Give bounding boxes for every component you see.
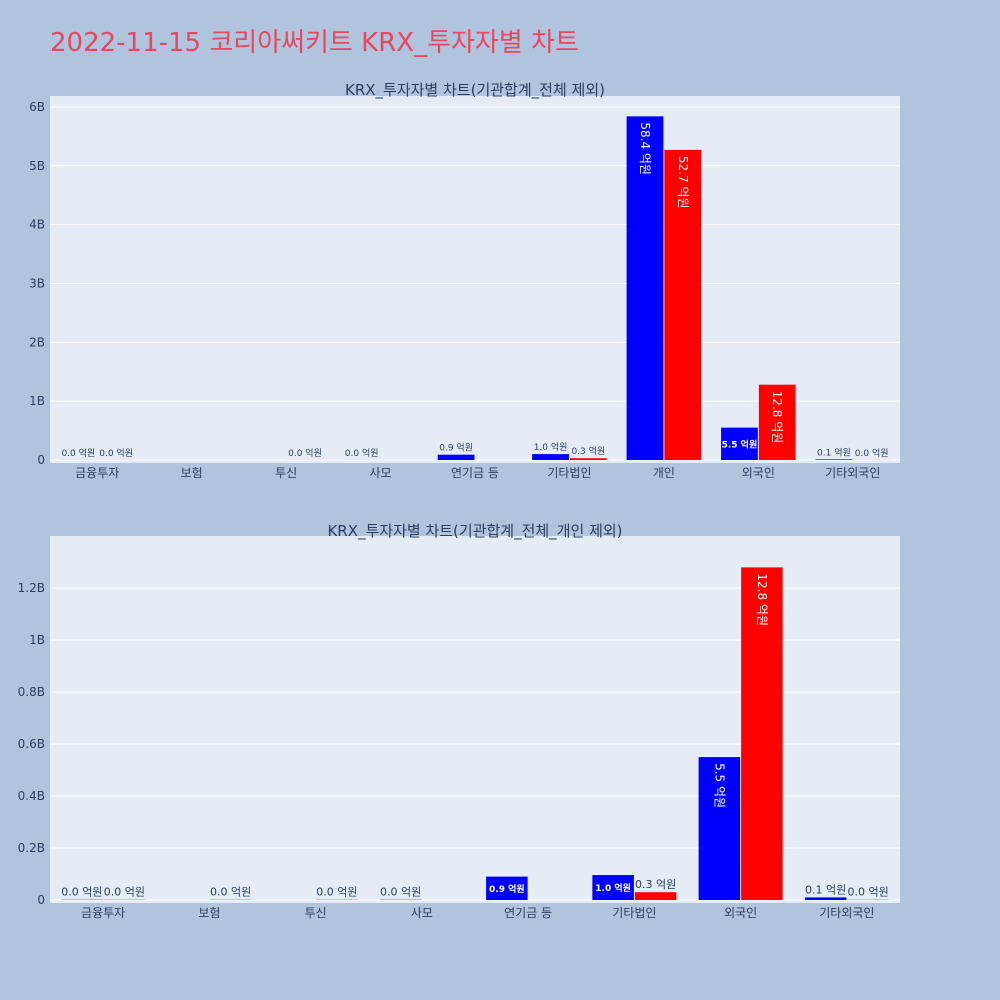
x-tick-label: 금융투자 [81,906,125,920]
data-label: 0.0 억원 [380,886,421,899]
data-label: 0.3 억원 [635,878,676,891]
x-tick-label: 기타외국인 [825,466,880,480]
y-tick-label: 3B [29,276,45,290]
x-tick-label: 연기금 등 [504,906,552,920]
x-tick-label: 사모 [411,906,433,920]
x-tick-label: 투신 [275,466,297,480]
bar [592,875,634,900]
x-tick-label: 보험 [198,906,220,920]
page-title: 2022-11-15 코리아써키트 KRX_투자자별 차트 [50,28,579,58]
data-label: 0.0 억원 [288,447,322,459]
x-tick-label: 연기금 등 [451,466,499,480]
bar [698,757,741,900]
y-tick-label: 5B [29,159,45,173]
x-tick-label: 외국인 [724,906,757,920]
y-tick-label: 0 [37,453,45,467]
bar [664,149,702,460]
bar [741,567,783,900]
chart-title: KRX_투자자별 차트(기관합계_전체_개인 제외) [327,522,622,541]
bar [721,427,758,460]
y-tick-label: 6B [29,100,45,114]
y-tick-label: 0 [37,893,45,907]
x-tick-label: 금융투자 [75,466,119,480]
data-label: 5.5 억원 [722,438,758,450]
data-label: 0.0 억원 [855,447,889,459]
plot-area [50,96,900,463]
bar [437,454,475,460]
data-label: 58.4 억원 [638,122,652,175]
x-tick-label: 개인 [653,466,675,480]
x-tick-label: 투신 [305,906,327,920]
bar [626,116,664,460]
y-tick-label: 1B [29,633,45,647]
data-label: 0.0 억원 [848,886,889,899]
y-tick-label: 2B [29,335,45,349]
y-tick-label: 0.2B [18,841,45,855]
data-label: 0.0 억원 [316,886,357,899]
y-tick-label: 1.2B [18,581,45,595]
bar [804,897,847,900]
data-label: 0.3 억원 [571,445,605,457]
data-label: 0.9 억원 [489,883,525,895]
data-label: 0.0 억원 [345,447,379,459]
data-label: 1.0 억원 [595,882,631,894]
y-tick-label: 0.6B [18,737,45,751]
x-tick-label: 보험 [181,466,203,480]
bar [815,459,853,460]
x-tick-label: 기타법인 [612,906,656,920]
data-label: 1.0 억원 [534,441,568,453]
data-label: 0.0 억원 [210,886,251,899]
x-tick-label: 기타외국인 [819,906,874,920]
x-tick-label: 사모 [370,466,392,480]
bar [569,458,607,460]
data-label: 0.9 억원 [439,442,473,454]
y-tick-label: 0.4B [18,789,45,803]
data-label: 0.0 억원 [99,447,133,459]
data-label: 12.8 억원 [755,573,769,626]
chart-top: KRX_투자자별 차트(기관합계_전체 제외) 0 1B 2B 3B 4B 5B 6B 금융투자… [29,81,900,480]
data-label: 0.1 억원 [817,446,851,458]
data-label: 5.5 억원 [712,763,726,808]
y-tick-label: 4B [29,218,45,232]
y-tick-label: 0.8B [18,685,45,699]
data-label: 12.8 억원 [770,391,784,444]
x-tick-label: 기타법인 [547,466,591,480]
bar [486,876,528,900]
bar [532,454,569,460]
data-label: 0.0 억원 [61,886,102,899]
x-tick-label: 외국인 [742,466,775,480]
data-label: 0.0 억원 [104,886,145,899]
data-label: 0.0 억원 [61,447,95,459]
chart-bottom: KRX_투자자별 차트(기관합계_전체_개인 제외) 0 0.2B 0.4B 0.6B 0… [18,522,900,920]
bar [758,384,796,460]
data-label: 52.7 억원 [676,156,690,209]
y-tick-label: 1B [29,394,45,408]
chart-title: KRX_투자자별 차트(기관합계_전체 제외) [345,81,605,100]
bar [634,892,677,900]
data-label: 0.1 억원 [805,883,846,896]
